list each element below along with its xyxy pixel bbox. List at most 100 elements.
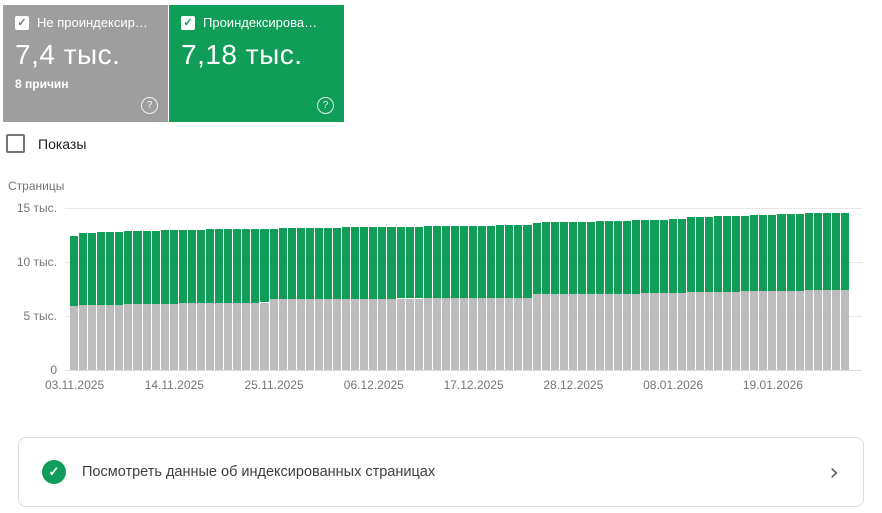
bar-segment-indexed — [396, 226, 405, 299]
checkbox-checked-icon[interactable]: ✓ — [181, 15, 195, 30]
checkbox-checked-icon[interactable]: ✓ — [15, 15, 29, 30]
bar-segment-not-indexed — [432, 298, 441, 370]
bar-segment-indexed — [623, 220, 632, 294]
metric-cards: ✓ Не проиндексир… 7,4 тыс. 8 причин ? ✓ … — [3, 5, 344, 122]
bar-segment-indexed — [759, 215, 768, 292]
bar-segment-not-indexed — [759, 291, 768, 370]
view-indexed-pages-link[interactable]: ✓ Посмотреть данные об индексированных с… — [18, 437, 864, 507]
bar-segment-indexed — [124, 231, 133, 305]
bar-segment-not-indexed — [596, 293, 605, 370]
bar-segment-not-indexed — [695, 292, 704, 370]
bar-segment-indexed — [713, 216, 723, 293]
bar-segment-not-indexed — [713, 292, 723, 370]
bar-segment-not-indexed — [369, 298, 378, 370]
bar-segment-not-indexed — [360, 298, 369, 370]
bar-segment-indexed — [523, 225, 532, 298]
bar-segment-not-indexed — [668, 293, 677, 370]
bar-segment-indexed — [659, 219, 668, 294]
bar-segment-not-indexed — [559, 294, 568, 370]
bar-segment-not-indexed — [478, 298, 487, 370]
checkbox-unchecked-icon[interactable] — [6, 134, 25, 153]
bar-segment-indexed — [741, 215, 750, 292]
bar-segment-indexed — [469, 225, 478, 299]
bar-segment-indexed — [70, 236, 79, 306]
bar-segment-not-indexed — [333, 298, 342, 370]
help-icon[interactable]: ? — [141, 97, 158, 114]
bar-segment-indexed — [650, 219, 659, 294]
bar-segment-indexed — [251, 228, 260, 303]
bar-segment-not-indexed — [650, 293, 659, 370]
bar-segment-not-indexed — [79, 305, 88, 370]
bar-segment-indexed — [441, 226, 450, 299]
chevron-right-icon[interactable]: › — [829, 458, 839, 486]
bar-segment-not-indexed — [586, 294, 596, 370]
bar-segment-not-indexed — [342, 298, 351, 370]
bar-segment-not-indexed — [423, 298, 432, 370]
bar-segment-indexed — [314, 227, 323, 300]
bar-segment-not-indexed — [532, 294, 541, 370]
x-axis-tick-label: 25.11.2025 — [244, 378, 304, 392]
card-not-indexed-subtitle: 8 причин — [15, 77, 69, 91]
bar-segment-indexed — [151, 230, 160, 305]
bar-segment-not-indexed — [831, 290, 840, 370]
gridline — [65, 208, 862, 209]
y-axis-tick-label: 15 тыс. — [16, 201, 57, 215]
bar-segment-not-indexed — [441, 298, 450, 370]
bar-segment-not-indexed — [97, 304, 106, 370]
bar-segment-not-indexed — [632, 293, 641, 370]
bar-segment-indexed — [632, 220, 641, 294]
bar-segment-indexed — [405, 226, 414, 299]
bar-segment-indexed — [360, 227, 369, 299]
bar-segment-indexed — [532, 222, 541, 295]
bar-segment-not-indexed — [278, 299, 287, 370]
card-not-indexed[interactable]: ✓ Не проиндексир… 7,4 тыс. 8 причин ? — [3, 5, 168, 122]
y-axis-tick-label: 0 — [50, 363, 57, 377]
bar-segment-not-indexed — [450, 298, 459, 370]
bar-segment-not-indexed — [741, 291, 750, 370]
bar-segment-indexed — [269, 228, 278, 300]
bar-segment-not-indexed — [822, 290, 831, 370]
bar-segment-not-indexed — [732, 291, 741, 370]
help-icon[interactable]: ? — [317, 97, 334, 114]
bar-segment-not-indexed — [514, 297, 523, 370]
card-indexed-header: ✓ Проиндексирова… — [181, 15, 332, 30]
success-check-icon: ✓ — [42, 460, 66, 484]
bar-segment-not-indexed — [314, 299, 323, 370]
bar-segment-indexed — [831, 212, 840, 291]
bar-segment-indexed — [224, 229, 233, 304]
bar-segment-indexed — [614, 220, 623, 294]
bar-segment-not-indexed — [641, 293, 650, 370]
bar-segment-indexed — [487, 225, 496, 299]
bar-segment-indexed — [786, 213, 795, 291]
card-indexed[interactable]: ✓ Проиндексирова… 7,18 тыс. ? — [169, 5, 344, 122]
bar-segment-not-indexed — [469, 298, 478, 370]
bar-segment-indexed — [342, 227, 351, 299]
x-axis-tick-label: 14.11.2025 — [144, 378, 204, 392]
bar-segment-not-indexed — [487, 298, 496, 370]
bar-segment-indexed — [641, 220, 650, 294]
bar-segment-indexed — [668, 219, 677, 294]
bar-segment-not-indexed — [206, 303, 215, 370]
bar-segment-not-indexed — [296, 299, 305, 370]
bar-segment-indexed — [305, 227, 314, 300]
bar-segment-not-indexed — [460, 298, 469, 370]
bar-segment-indexed — [804, 213, 813, 291]
bar-segment-not-indexed — [233, 302, 242, 370]
bar-segment-not-indexed — [106, 304, 115, 370]
bar-segment-not-indexed — [70, 305, 79, 370]
bar-segment-not-indexed — [260, 302, 269, 370]
bar-segment-indexed — [795, 213, 804, 291]
bar-segment-not-indexed — [178, 303, 187, 370]
bar-segment-not-indexed — [414, 298, 423, 370]
bar-segment-indexed — [496, 225, 505, 299]
bar-segment-not-indexed — [768, 291, 777, 370]
bar-segment-indexed — [187, 229, 196, 304]
bar-segment-not-indexed — [215, 303, 224, 370]
gridline — [65, 370, 862, 371]
bar-segment-indexed — [196, 229, 206, 304]
bar-segment-indexed — [450, 226, 459, 299]
x-axis-tick-label: 08.01.2026 — [643, 378, 704, 392]
bar-segment-indexed — [840, 212, 849, 291]
impressions-toggle[interactable]: Показы — [6, 134, 86, 153]
impressions-label: Показы — [38, 135, 87, 152]
